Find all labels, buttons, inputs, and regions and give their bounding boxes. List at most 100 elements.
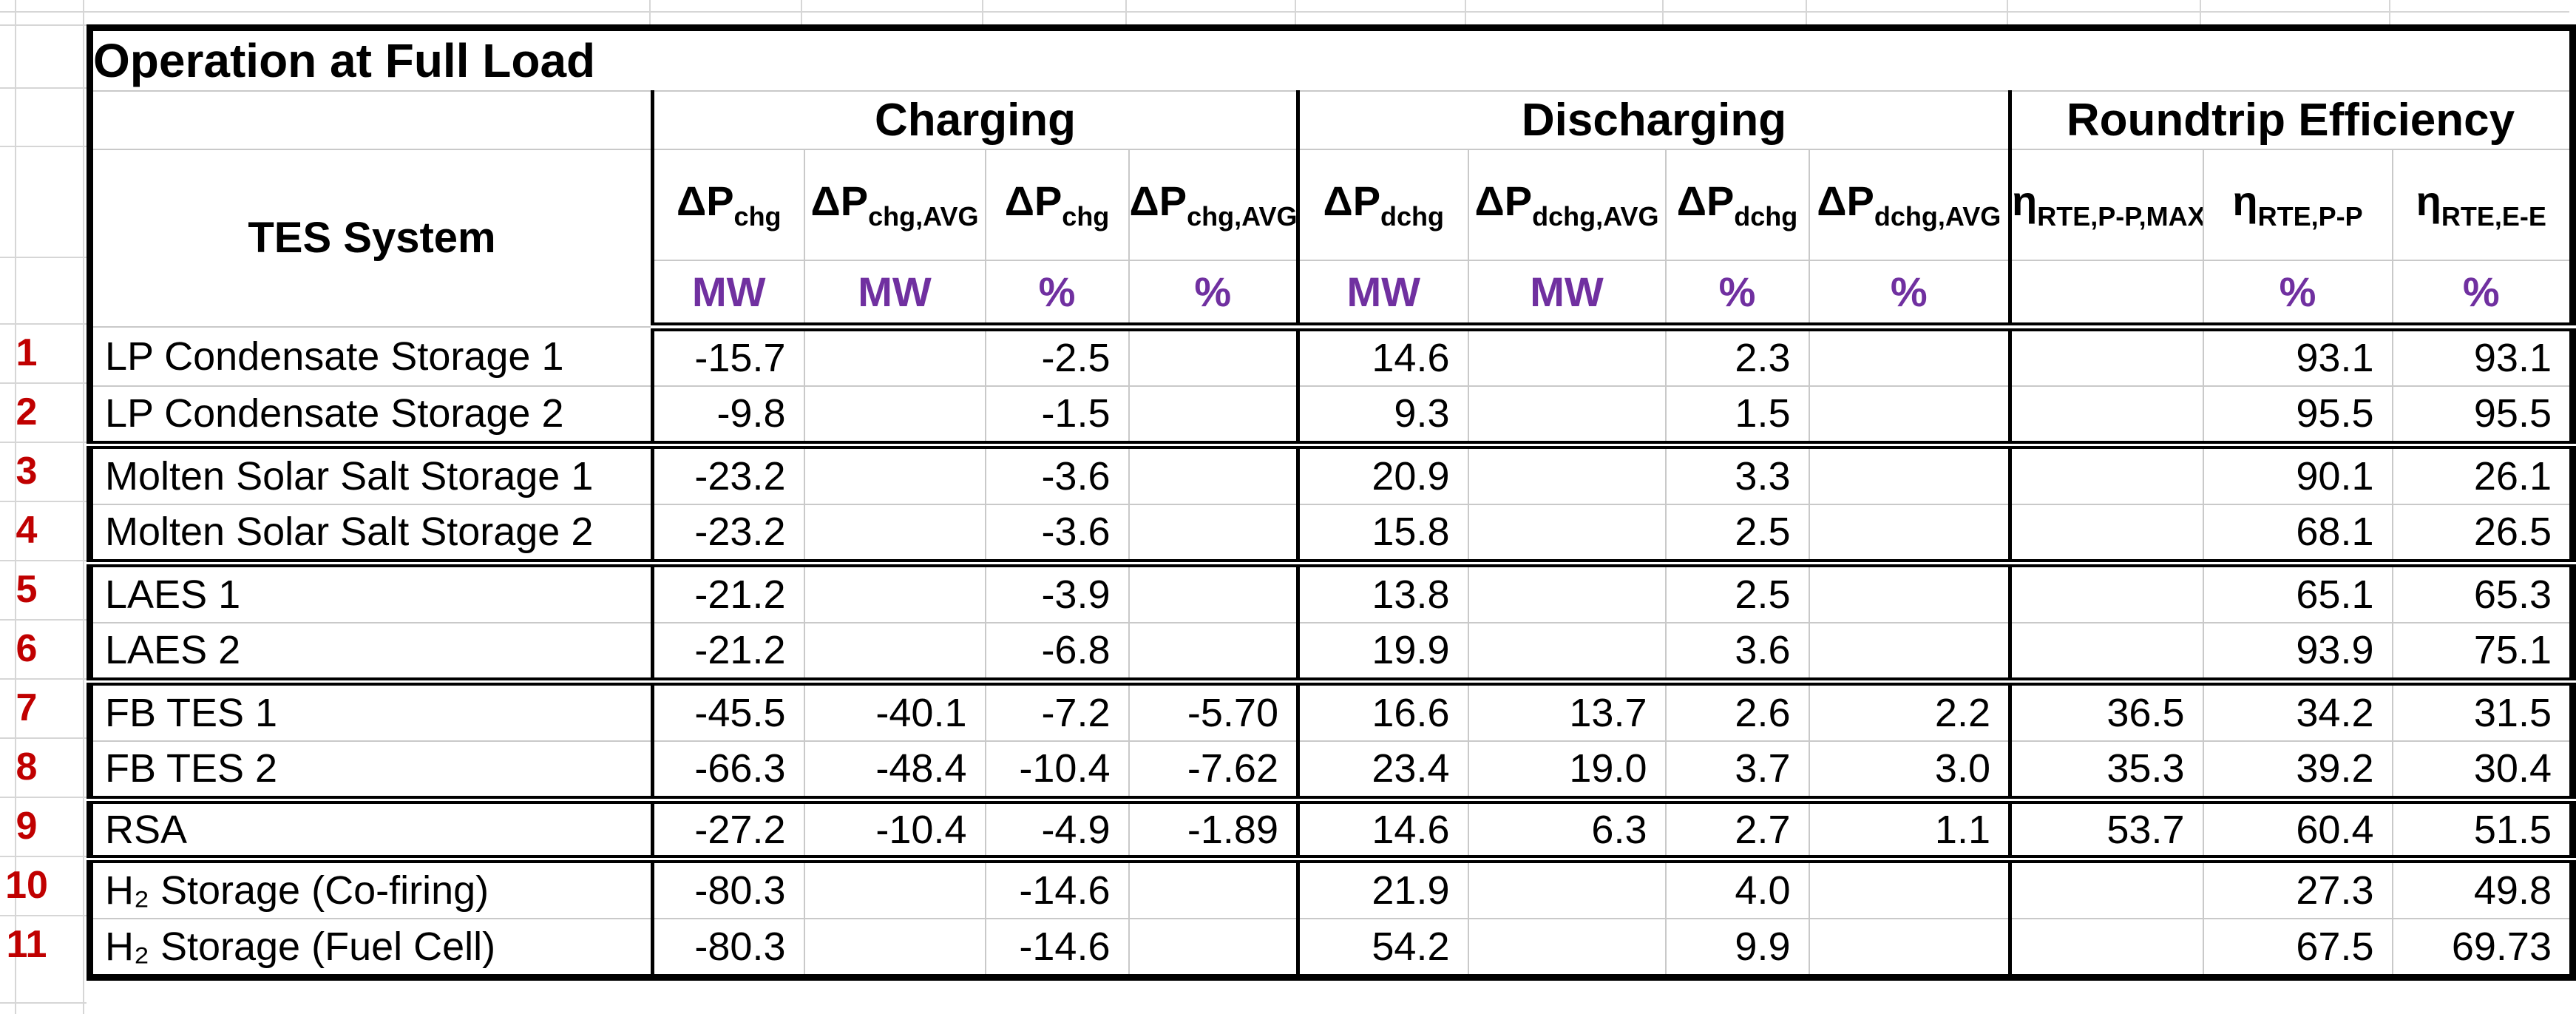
value-cell[interactable]: 53.7 <box>2008 799 2204 863</box>
col-header-dp-dchg-avg-mw[interactable]: ΔPdchg,AVG <box>1467 148 1667 261</box>
value-cell[interactable]: 13.7 <box>1467 680 1667 742</box>
value-cell[interactable] <box>803 503 986 567</box>
value-cell[interactable]: -45.5 <box>651 680 805 742</box>
value-cell[interactable]: 21.9 <box>1296 858 1469 919</box>
value-cell[interactable]: 9.9 <box>1664 917 1810 978</box>
value-cell[interactable]: 15.8 <box>1296 503 1469 567</box>
value-cell[interactable]: 30.4 <box>2391 740 2574 804</box>
col-header-dp-dchg-avg-pct[interactable]: ΔPdchg,AVG <box>1808 148 2011 261</box>
tes-system-name-cell[interactable]: FB TES 1 <box>89 680 654 742</box>
value-cell[interactable]: -6.8 <box>984 621 1130 686</box>
tes-system-name-cell[interactable]: Molten Solar Salt Storage 1 <box>89 444 654 505</box>
value-cell[interactable]: 20.9 <box>1296 444 1469 505</box>
value-cell[interactable]: 13.8 <box>1296 562 1469 623</box>
value-cell[interactable]: -7.2 <box>984 680 1130 742</box>
unit-cell[interactable]: % <box>1664 259 1810 331</box>
value-cell[interactable]: 2.6 <box>1664 680 1810 742</box>
value-cell[interactable] <box>1467 562 1667 623</box>
value-cell[interactable] <box>1808 503 2011 567</box>
value-cell[interactable]: -5.70 <box>1128 680 1299 742</box>
col-header-rte-ee[interactable]: ηRTE,E-E <box>2391 148 2574 261</box>
row-number[interactable]: 1 <box>16 331 38 374</box>
value-cell[interactable] <box>803 917 986 978</box>
tes-system-name-cell[interactable]: RSA <box>89 799 654 863</box>
row-number[interactable]: 8 <box>16 746 38 788</box>
value-cell[interactable]: -3.6 <box>984 444 1130 505</box>
value-cell[interactable]: 3.6 <box>1664 621 1810 686</box>
row-number[interactable]: 2 <box>16 391 38 433</box>
unit-cell[interactable]: MW <box>803 259 986 331</box>
value-cell[interactable] <box>803 858 986 919</box>
value-cell[interactable]: 19.0 <box>1467 740 1667 804</box>
value-cell[interactable]: 16.6 <box>1296 680 1469 742</box>
unit-cell[interactable]: % <box>1808 259 2011 331</box>
value-cell[interactable]: 51.5 <box>2391 799 2574 863</box>
value-cell[interactable]: 3.7 <box>1664 740 1810 804</box>
value-cell[interactable]: 75.1 <box>2391 621 2574 686</box>
row-number[interactable]: 5 <box>16 568 38 611</box>
value-cell[interactable]: 2.2 <box>1808 680 2011 742</box>
value-cell[interactable] <box>1128 917 1299 978</box>
unit-cell[interactable]: MW <box>1467 259 1667 331</box>
value-cell[interactable]: 93.1 <box>2391 325 2574 387</box>
unit-cell[interactable]: MW <box>651 259 805 331</box>
col-header-rte-pp-max[interactable]: ηRTE,P-P,MAX <box>2008 148 2204 261</box>
value-cell[interactable]: -1.89 <box>1128 799 1299 863</box>
value-cell[interactable]: 19.9 <box>1296 621 1469 686</box>
value-cell[interactable]: 14.6 <box>1296 325 1469 387</box>
col-header-dp-chg-avg-mw[interactable]: ΔPchg,AVG <box>803 148 986 261</box>
col-header-dp-chg-pct[interactable]: ΔPchg <box>984 148 1130 261</box>
value-cell[interactable]: -48.4 <box>803 740 986 804</box>
value-cell[interactable]: -21.2 <box>651 562 805 623</box>
tes-system-name-cell[interactable]: Molten Solar Salt Storage 2 <box>89 503 654 567</box>
value-cell[interactable] <box>803 621 986 686</box>
value-cell[interactable] <box>2008 562 2204 623</box>
value-cell[interactable]: 93.9 <box>2202 621 2393 686</box>
value-cell[interactable] <box>2008 917 2204 978</box>
value-cell[interactable]: 23.4 <box>1296 740 1469 804</box>
value-cell[interactable]: -40.1 <box>803 680 986 742</box>
value-cell[interactable]: -23.2 <box>651 503 805 567</box>
value-cell[interactable] <box>1467 325 1667 387</box>
value-cell[interactable] <box>1467 385 1667 449</box>
unit-cell[interactable]: % <box>2391 259 2574 331</box>
value-cell[interactable]: -10.4 <box>803 799 986 863</box>
tes-system-name-cell[interactable]: FB TES 2 <box>89 740 654 804</box>
value-cell[interactable]: -3.9 <box>984 562 1130 623</box>
value-cell[interactable]: 65.3 <box>2391 562 2574 623</box>
value-cell[interactable]: 35.3 <box>2008 740 2204 804</box>
row-number[interactable]: 10 <box>5 864 48 907</box>
row-number[interactable]: 11 <box>6 923 47 966</box>
value-cell[interactable]: 90.1 <box>2202 444 2393 505</box>
value-cell[interactable] <box>1467 444 1667 505</box>
value-cell[interactable] <box>1467 503 1667 567</box>
value-cell[interactable] <box>1128 385 1299 449</box>
value-cell[interactable]: 1.1 <box>1808 799 2011 863</box>
value-cell[interactable]: 93.1 <box>2202 325 2393 387</box>
value-cell[interactable]: 2.7 <box>1664 799 1810 863</box>
row-number[interactable]: 9 <box>16 805 38 848</box>
value-cell[interactable]: 27.3 <box>2202 858 2393 919</box>
value-cell[interactable]: 36.5 <box>2008 680 2204 742</box>
value-cell[interactable] <box>1808 858 2011 919</box>
value-cell[interactable]: -14.6 <box>984 858 1130 919</box>
value-cell[interactable] <box>1467 917 1667 978</box>
unit-cell[interactable]: % <box>984 259 1130 331</box>
group-header-discharging[interactable]: Discharging <box>1296 89 2011 150</box>
tes-system-name-cell[interactable]: LAES 1 <box>89 562 654 623</box>
value-cell[interactable]: 2.5 <box>1664 503 1810 567</box>
value-cell[interactable]: 95.5 <box>2391 385 2574 449</box>
unit-cell[interactable] <box>2008 259 2204 331</box>
unit-cell[interactable]: % <box>1128 259 1299 331</box>
value-cell[interactable] <box>2008 858 2204 919</box>
unit-cell[interactable]: MW <box>1296 259 1469 331</box>
value-cell[interactable] <box>1128 325 1299 387</box>
value-cell[interactable] <box>1808 385 2011 449</box>
value-cell[interactable]: -15.7 <box>651 325 805 387</box>
value-cell[interactable]: 3.0 <box>1808 740 2011 804</box>
value-cell[interactable] <box>1128 621 1299 686</box>
tes-system-name-cell[interactable]: H₂ Storage (Fuel Cell) <box>89 917 654 978</box>
tes-system-name-cell[interactable]: LAES 2 <box>89 621 654 686</box>
value-cell[interactable] <box>1128 858 1299 919</box>
value-cell[interactable] <box>1128 444 1299 505</box>
